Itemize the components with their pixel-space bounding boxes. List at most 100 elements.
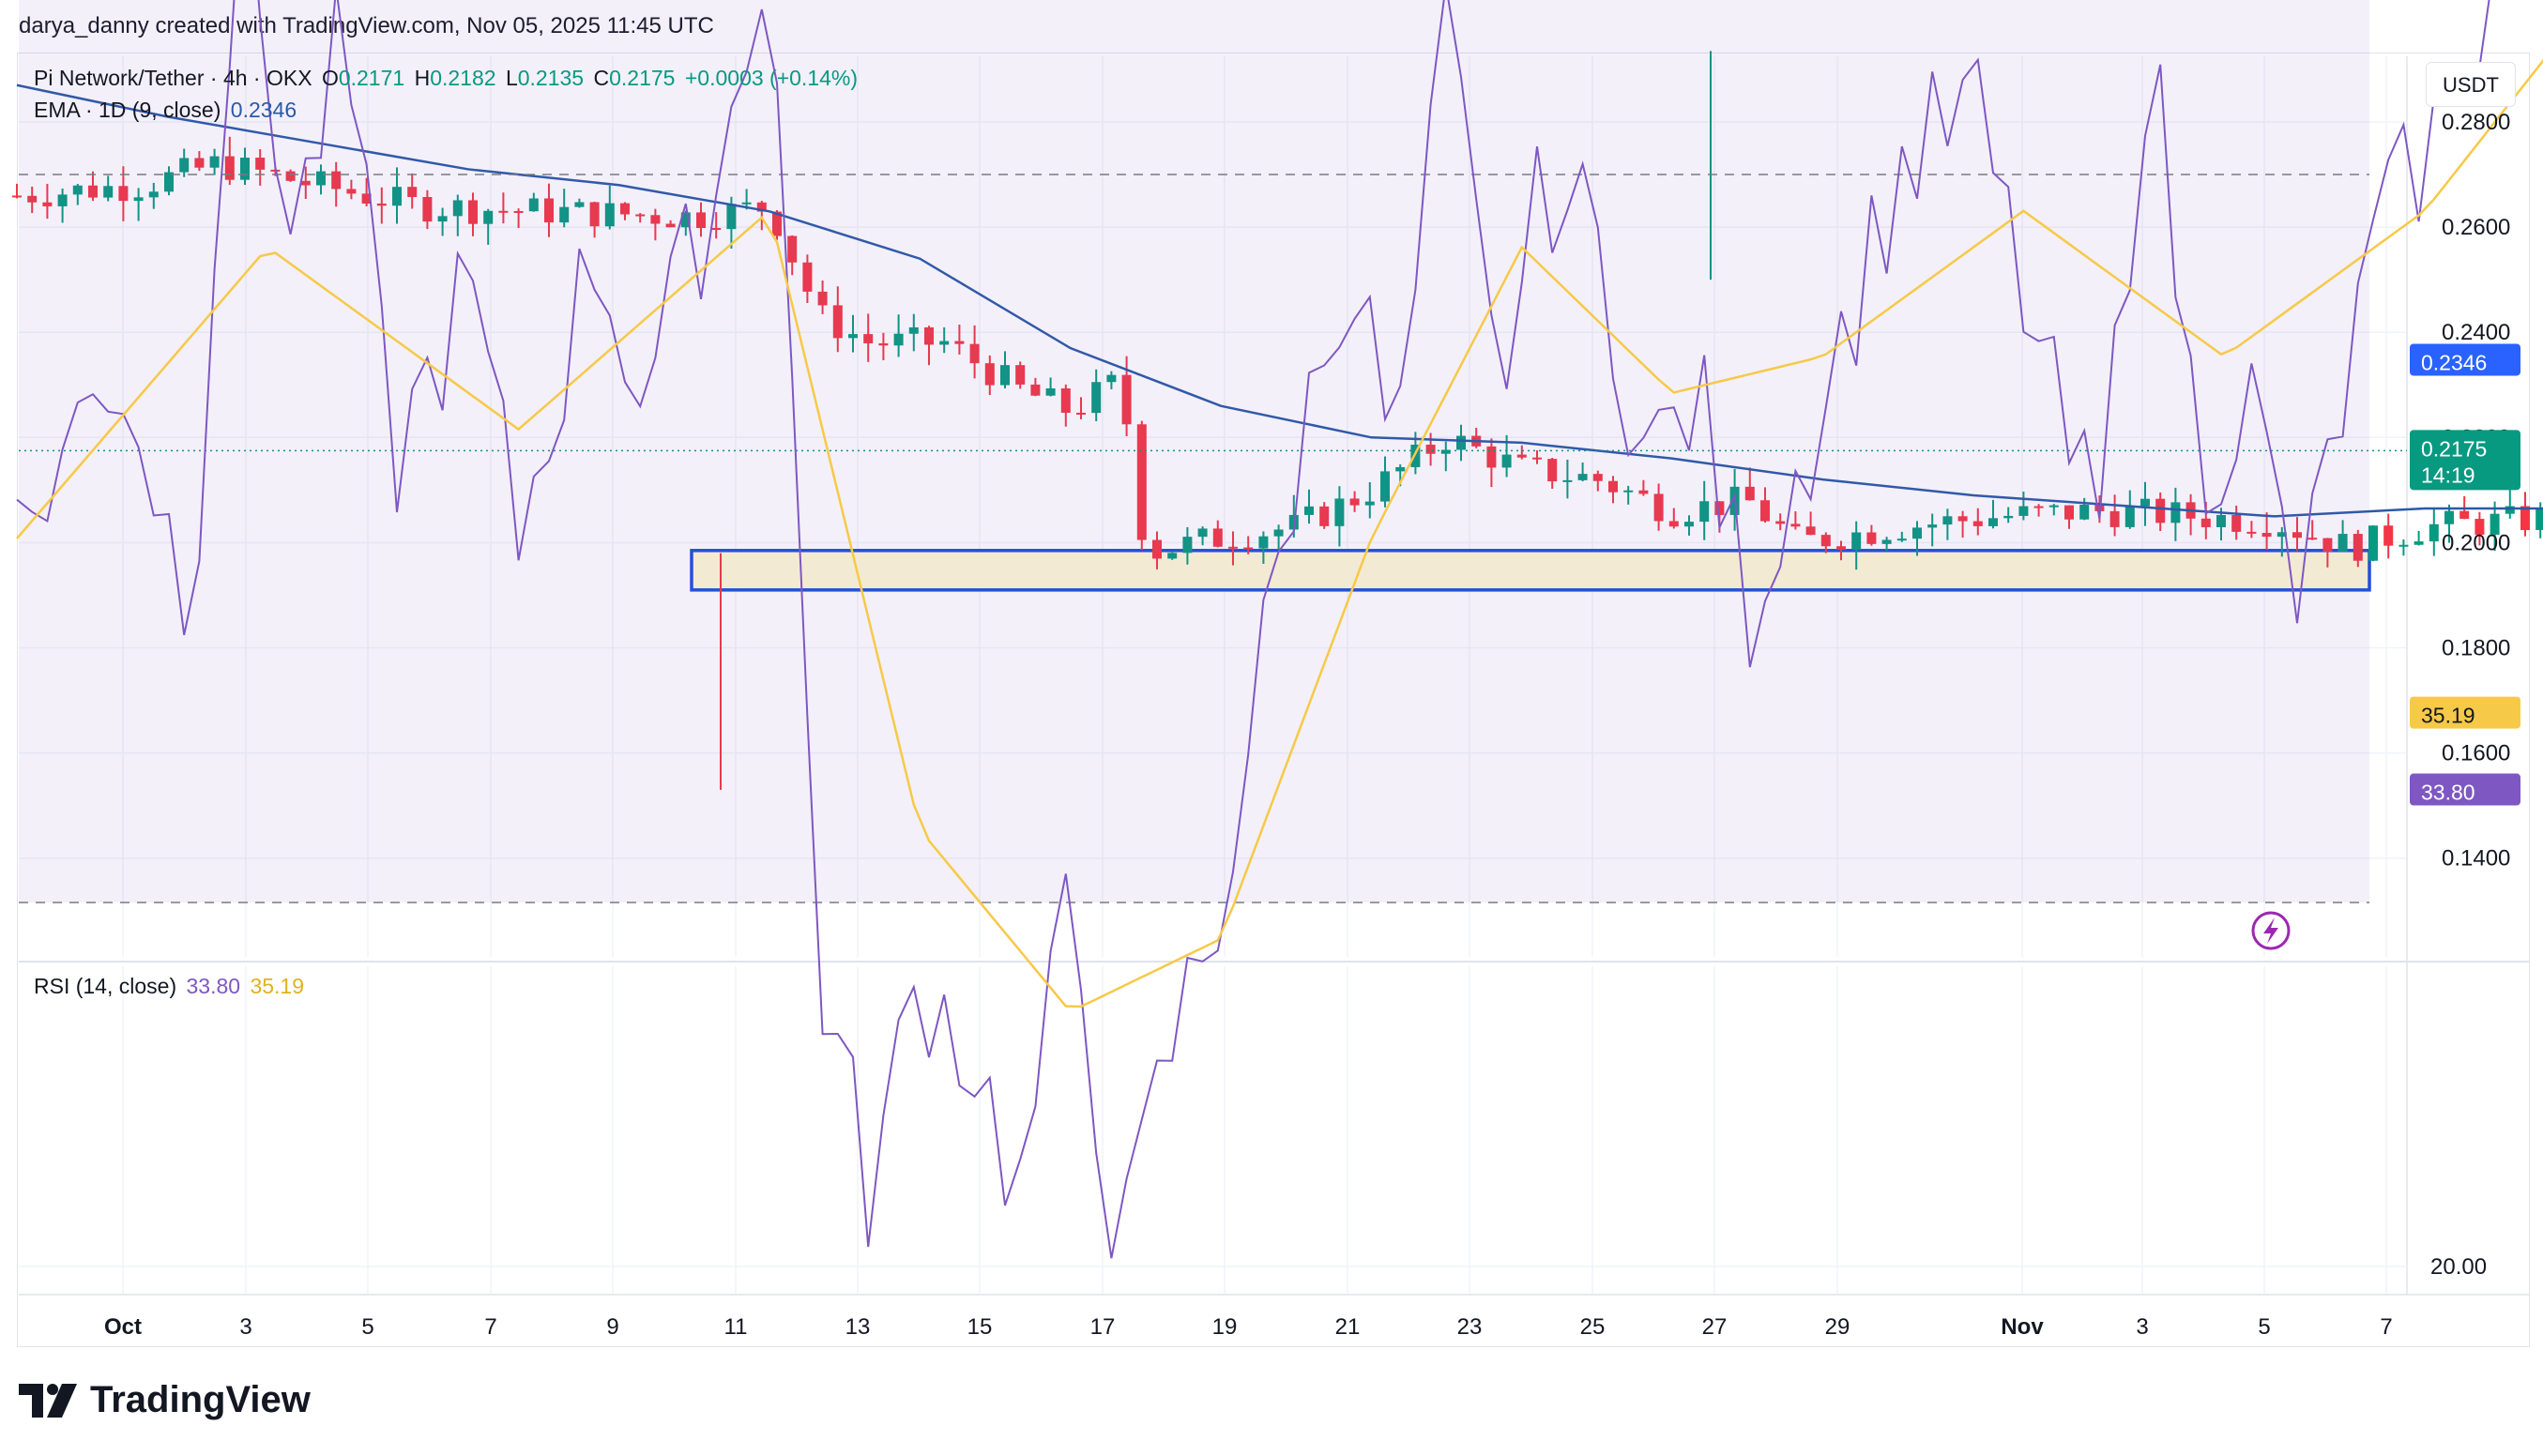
brand-name: TradingView (90, 1379, 311, 1420)
candle-body (589, 202, 600, 227)
candle-body (483, 210, 494, 224)
candle-body (1516, 454, 1527, 458)
candle-body (1684, 522, 1694, 527)
candle-body (255, 158, 266, 170)
candle-body (1562, 479, 1573, 482)
candle-body (1744, 486, 1755, 501)
candle-body (1349, 498, 1360, 506)
currency-button[interactable]: USDT (2426, 62, 2516, 107)
y-tick-label: 0.1800 (2442, 636, 2510, 661)
candle-body (2109, 510, 2120, 527)
support-zone-rect (690, 549, 2371, 592)
rsi-tag-text: 33.80 (2421, 781, 2475, 805)
rsi-tick-label: 20.00 (2430, 1254, 2487, 1280)
ema-legend: EMA · 1D (9, close) 0.2346 (34, 98, 300, 123)
candle-body (954, 341, 965, 344)
candle-body (1106, 374, 1117, 383)
candle-body (2353, 534, 2363, 561)
candle-body (1988, 518, 1998, 526)
candle-body (1319, 506, 1330, 526)
candle-body (756, 202, 767, 212)
x-tick-label: Oct (104, 1314, 142, 1340)
candle-body (2170, 502, 2181, 523)
candle-body (1334, 498, 1345, 526)
candle-body (1866, 532, 1877, 544)
candle-body (1501, 454, 1512, 468)
candle-body (240, 158, 250, 180)
ema-value: 0.2346 (230, 98, 297, 122)
candle-body (2337, 534, 2348, 553)
candle-body (164, 172, 174, 192)
candle-body (1304, 506, 1314, 515)
x-tick-label: 3 (239, 1314, 251, 1340)
x-tick-label: 11 (724, 1314, 748, 1340)
x-tick-label: 27 (1702, 1314, 1728, 1340)
candle-body (832, 305, 843, 339)
candle-body (2200, 518, 2211, 527)
rsi-tag (2410, 773, 2520, 806)
candle-body (1243, 547, 1254, 550)
candle-body (468, 200, 478, 224)
candle-body (1060, 387, 1071, 413)
candle-body (1942, 516, 1953, 525)
candle-body (2003, 515, 2014, 519)
candle-body (1836, 546, 1846, 551)
rsi-ma-value: 35.19 (250, 974, 305, 998)
candle-body (544, 198, 554, 223)
candle-body (103, 186, 114, 198)
candle-body (1212, 528, 1223, 547)
y-tick-label: 0.2800 (2442, 110, 2510, 135)
candle-body (1228, 546, 1238, 549)
candle-body (2231, 514, 2242, 532)
candle-body (620, 203, 630, 215)
candle-body (133, 197, 144, 202)
candle-body (1167, 553, 1178, 559)
candle-body (680, 212, 691, 228)
candle-body (878, 342, 889, 346)
candle-body (528, 198, 539, 212)
candle-body (665, 223, 676, 228)
candle-body (924, 326, 934, 345)
candle-body (1714, 501, 1725, 515)
candle-body (2261, 533, 2272, 538)
candle-body (1121, 374, 1132, 425)
x-tick-label: 13 (845, 1314, 871, 1340)
ema-overlay (16, 83, 2543, 950)
candle-body (331, 171, 342, 190)
last-price-tag-text: 0.2175 (2421, 436, 2487, 461)
candle-body (1608, 480, 1618, 493)
candle-body (376, 203, 387, 206)
lightning-icon-glyph (2263, 918, 2278, 944)
candle-body (2277, 532, 2287, 538)
candle-body (2414, 541, 2424, 545)
tradingview-logo-icon (19, 1383, 77, 1418)
candle-body (57, 194, 68, 206)
candle-body (574, 202, 585, 207)
rsi-ma-tag (2410, 696, 2520, 729)
candle-body (559, 206, 570, 223)
candle-body (2383, 525, 2394, 546)
candle-body (1030, 384, 1041, 396)
candle-body (1790, 523, 1801, 527)
candle-body (908, 326, 919, 334)
x-tick-label: 9 (606, 1314, 618, 1340)
axes: Oct 3 5 7 9 11 13 15 17 19 21 23 25 27 29 Nov 3 5 7 0.1400 0… (104, 110, 2510, 1340)
candle-body (2140, 498, 2150, 507)
candle-body (392, 187, 402, 206)
candle-body (787, 235, 798, 263)
candle-body (1182, 537, 1193, 554)
candle-body (1136, 424, 1147, 540)
candle-body (1395, 466, 1406, 472)
candle-body (1015, 365, 1026, 385)
candle-body (2490, 513, 2500, 535)
candle-body (2444, 510, 2454, 524)
candle-body (316, 171, 326, 186)
candle-body (604, 203, 615, 227)
candle-body (1197, 528, 1208, 538)
candle-body (1775, 521, 1786, 524)
candle-body (1364, 501, 1375, 506)
candle-body (498, 210, 509, 213)
tradingview-logo: TradingView (19, 1379, 311, 1421)
candle-body (1547, 459, 1558, 482)
